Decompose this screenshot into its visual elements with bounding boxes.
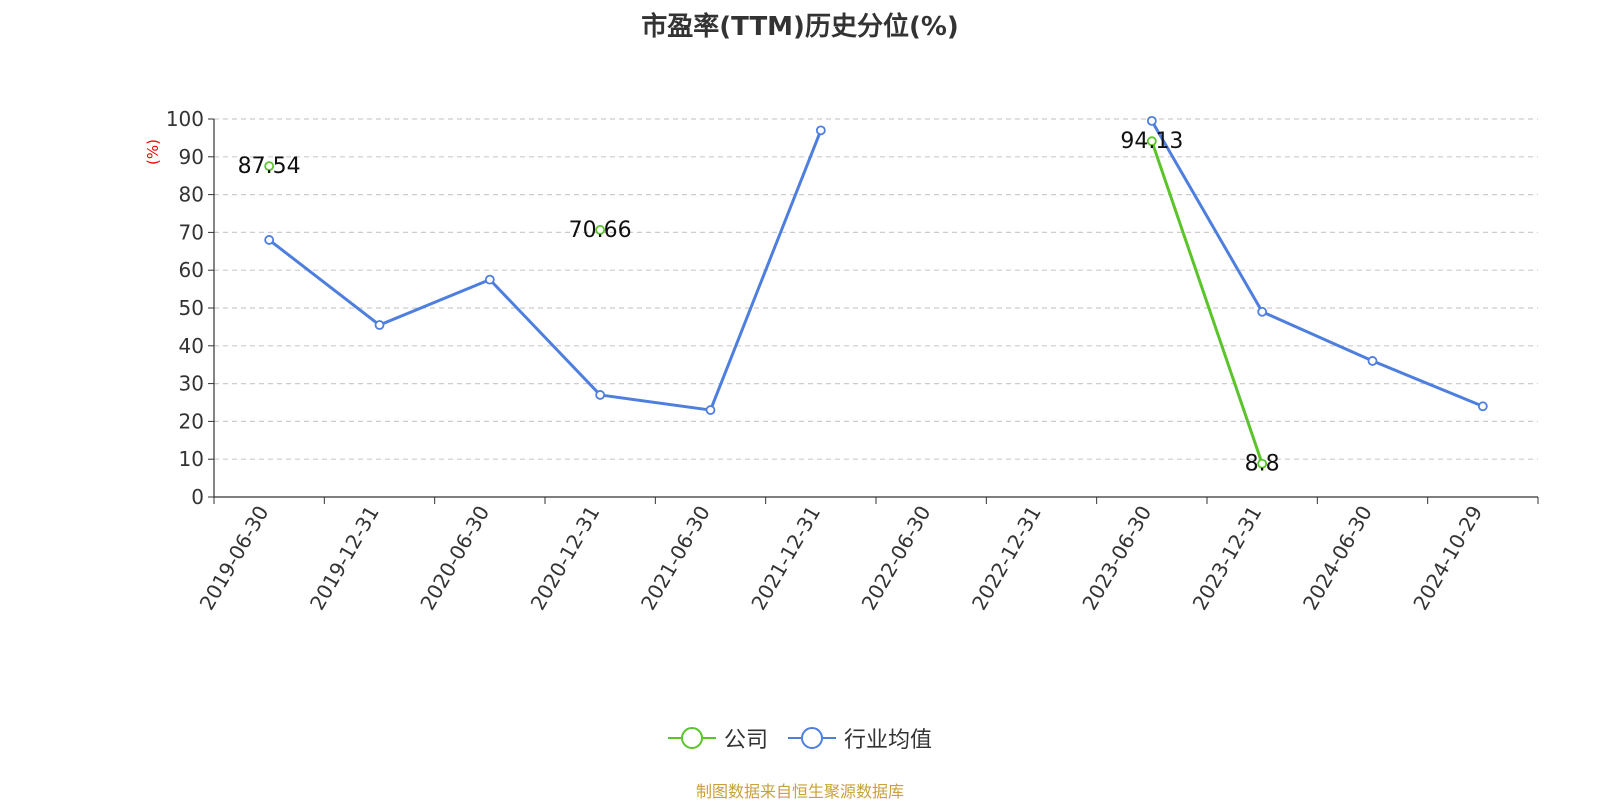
x-tick-label: 2024-06-30 (1298, 502, 1377, 615)
legend: 公司 行业均值 (0, 722, 1600, 754)
x-tick-label: 2020-06-30 (415, 502, 494, 615)
y-tick-label: 20 (179, 409, 204, 433)
series-line (268, 129, 823, 412)
data-point (1257, 458, 1268, 469)
chart-title: 市盈率(TTM)历史分位(%) (641, 12, 959, 42)
legend-swatch-industry-average (788, 727, 836, 749)
series-line (1150, 140, 1264, 465)
data-label: 70.66 (569, 218, 632, 243)
data-label: 94.13 (1120, 129, 1183, 154)
x-tick-label: 2023-06-30 (1077, 502, 1156, 615)
y-tick-label: 80 (179, 183, 204, 207)
y-tick-label: 90 (179, 145, 204, 169)
data-point (815, 125, 826, 136)
grid-lines (214, 118, 1538, 460)
x-tick-label: 2019-12-31 (305, 502, 384, 615)
y-axis-label: (%) (144, 139, 162, 165)
x-tick-label: 2023-12-31 (1188, 502, 1267, 615)
series (264, 115, 1488, 469)
data-point (1257, 306, 1268, 317)
x-tick-label: 2022-06-30 (857, 502, 936, 615)
data-point (1146, 115, 1157, 126)
x-tick-label: 2022-12-31 (967, 502, 1046, 615)
data-label: 8.8 (1245, 452, 1280, 477)
series-line (1150, 120, 1484, 408)
y-tick-label: 100 (166, 107, 204, 131)
x-tick-label: 2024-10-29 (1408, 502, 1487, 615)
y-tick-label: 60 (179, 258, 204, 282)
legend-label-industry-average: 行业均值 (844, 728, 933, 753)
data-point (484, 274, 495, 285)
series-1 (264, 115, 1488, 415)
data-label: 87.54 (238, 154, 301, 179)
x-tick-label: 2021-12-31 (746, 502, 825, 615)
data-point (1367, 356, 1378, 366)
legend-item-company[interactable]: 公司 (667, 722, 768, 754)
data-point (1477, 401, 1488, 412)
y-tick-label: 40 (179, 334, 204, 358)
data-labels: 87.54 70.66 94.13 8.8 (238, 129, 1280, 477)
x-tick-label: 2021-06-30 (636, 502, 715, 615)
x-tick-label: 2020-12-31 (526, 502, 605, 615)
series-0 (264, 136, 1268, 469)
y-tick-label: 10 (179, 447, 204, 471)
y-tick-label: 30 (179, 372, 204, 396)
data-point (705, 405, 716, 415)
data-point (374, 320, 385, 330)
y-tick-label: 0 (191, 485, 204, 509)
data-point (595, 225, 606, 235)
legend-item-industry-average[interactable]: 行业均值 (788, 722, 932, 754)
data-point (1146, 136, 1157, 147)
legend-label-company: 公司 (723, 728, 768, 753)
data-point (264, 235, 275, 245)
x-tick-label: 2019-06-30 (195, 502, 274, 615)
legend-swatch-company (667, 727, 716, 749)
data-point (264, 161, 275, 171)
axes: 0 10 20 30 40 50 60 70 80 90 100 2019-06-30 2019-12-… (166, 107, 1539, 615)
source-note: 制图数据来自恒生聚源数据库 (695, 782, 904, 801)
y-tick-label: 50 (179, 296, 204, 320)
data-point (595, 390, 606, 400)
y-tick-label: 70 (179, 220, 204, 244)
